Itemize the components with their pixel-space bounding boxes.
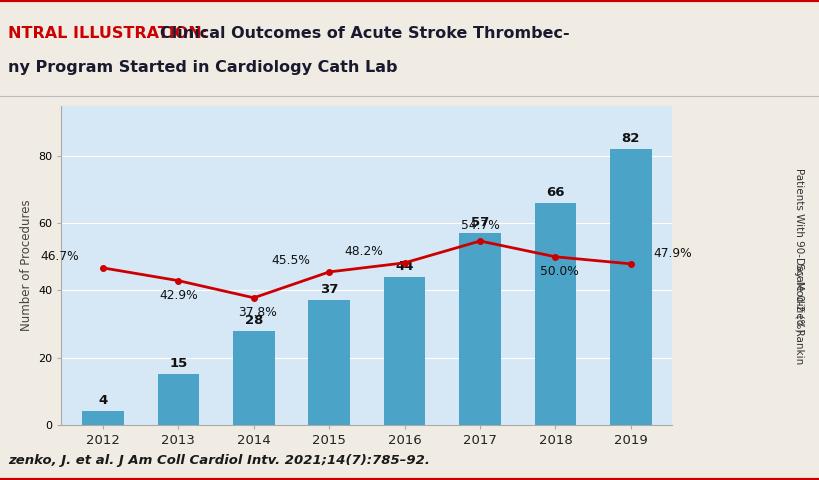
Text: Patients With 90-Day Modified Rankin: Patients With 90-Day Modified Rankin <box>794 168 803 364</box>
Text: 46.7%: 46.7% <box>40 250 79 263</box>
Text: zenko, J. et al. J Am Coll Cardiol Intv. 2021;14(7):785–92.: zenko, J. et al. J Am Coll Cardiol Intv.… <box>8 454 429 467</box>
Bar <box>534 203 576 425</box>
Text: NTRAL ILLUSTRATION:: NTRAL ILLUSTRATION: <box>8 26 214 41</box>
Text: 28: 28 <box>244 314 263 327</box>
Text: 50.0%: 50.0% <box>539 265 578 278</box>
Text: ny Program Started in Cardiology Cath Lab: ny Program Started in Cardiology Cath La… <box>8 60 397 75</box>
Text: 44: 44 <box>395 260 414 273</box>
Text: Scale 0-2 (%): Scale 0-2 (%) <box>794 263 803 332</box>
Bar <box>459 233 500 425</box>
Text: 42.9%: 42.9% <box>159 289 197 302</box>
Text: 37.8%: 37.8% <box>238 306 277 319</box>
Text: 45.5%: 45.5% <box>271 253 310 267</box>
Text: 82: 82 <box>621 132 640 145</box>
Bar <box>233 331 274 425</box>
Text: Clinical Outcomes of Acute Stroke Thrombec-: Clinical Outcomes of Acute Stroke Thromb… <box>160 26 569 41</box>
Bar <box>82 411 124 425</box>
Text: 57: 57 <box>470 216 489 229</box>
Bar <box>308 300 350 425</box>
Text: 54.7%: 54.7% <box>460 219 499 232</box>
Text: 15: 15 <box>169 358 188 371</box>
Bar <box>609 149 651 425</box>
Y-axis label: Number of Procedures: Number of Procedures <box>20 199 33 331</box>
Text: 4: 4 <box>98 395 107 408</box>
Text: 37: 37 <box>319 284 338 297</box>
Bar <box>383 277 425 425</box>
Text: 66: 66 <box>545 186 564 199</box>
Text: 47.9%: 47.9% <box>653 247 691 260</box>
Text: 48.2%: 48.2% <box>344 245 383 258</box>
Bar <box>157 374 199 425</box>
